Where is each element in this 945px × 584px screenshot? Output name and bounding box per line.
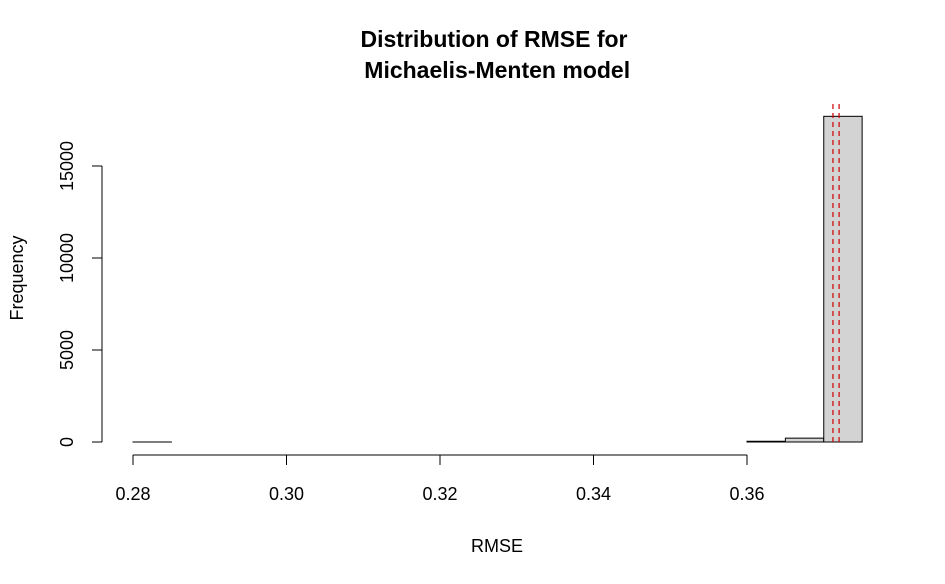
x-tick-label-4: 0.36 [729, 484, 764, 504]
chart-title-line-2: Michaelis-Menten model [358, 57, 630, 83]
histogram-bar-17 [784, 437, 825, 443]
y-axis: 0 5000 10000 15000 [57, 141, 103, 447]
chart-title-line-1: Distribution of RMSE for [360, 26, 627, 52]
y-tick-label-3: 15000 [57, 141, 77, 191]
x-tick-label-3: 0.34 [576, 484, 611, 504]
x-tick-label-1: 0.30 [269, 484, 304, 504]
histogram-bar-18 [823, 115, 863, 443]
histogram-bar-16 [746, 440, 786, 443]
x-axis: 0.28 0.30 0.32 0.34 0.36 [115, 454, 765, 504]
histogram-bars [132, 115, 863, 443]
y-tick-label-0: 0 [57, 437, 77, 447]
y-tick-label-2: 10000 [57, 233, 77, 283]
x-axis-label: RMSE [471, 536, 523, 556]
x-tick-label-2: 0.32 [422, 484, 457, 504]
y-tick-label-1: 5000 [57, 330, 77, 370]
reference-lines [832, 104, 840, 442]
x-tick-label-0: 0.28 [115, 484, 150, 504]
y-axis-label: Frequency [7, 235, 27, 320]
